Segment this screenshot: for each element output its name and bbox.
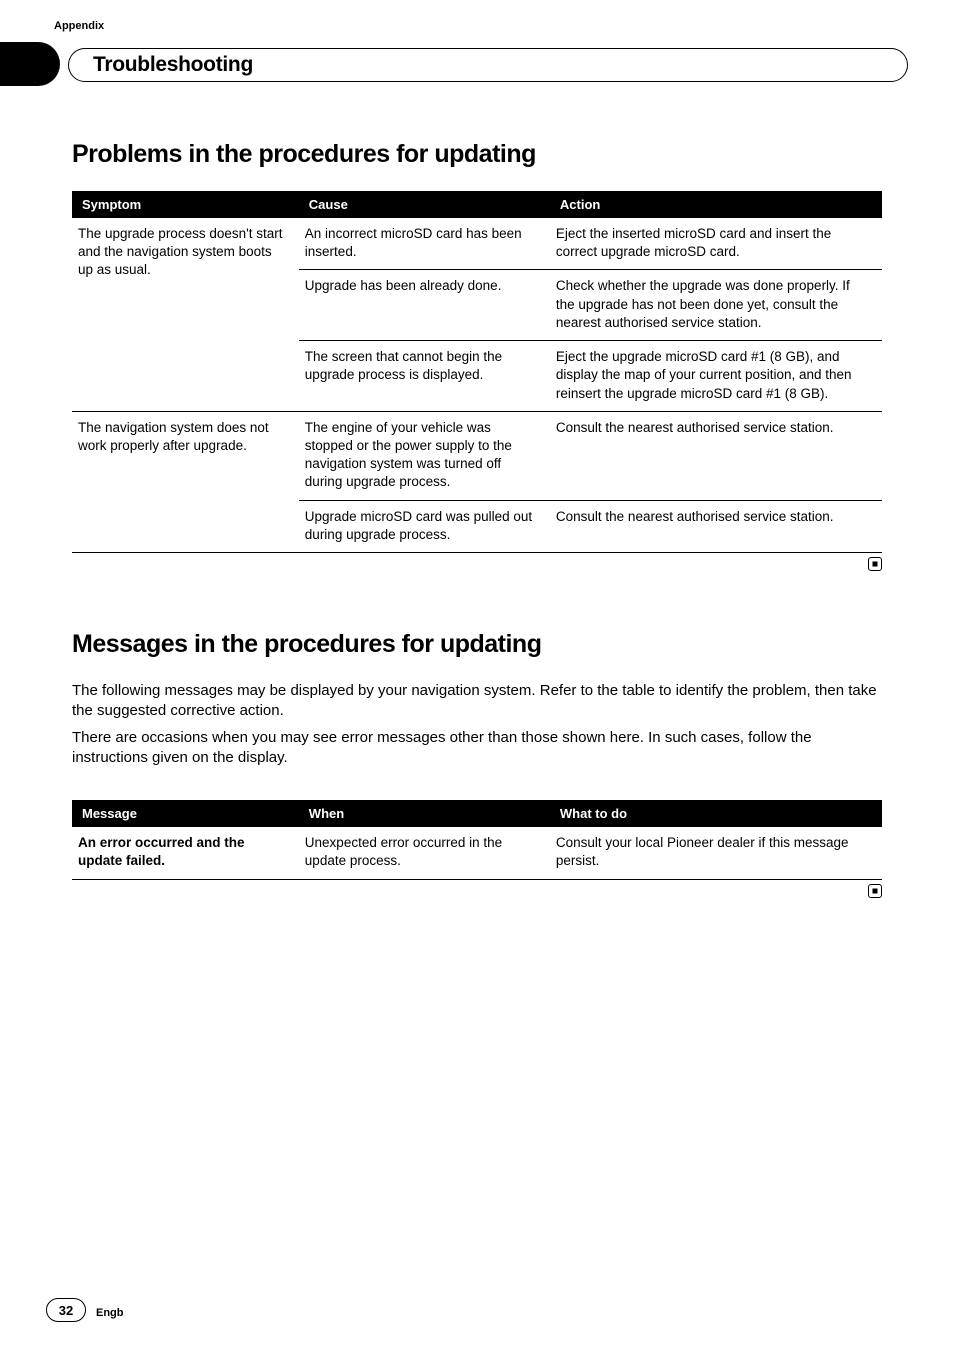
section-messages-title: Messages in the procedures for updating <box>72 630 882 659</box>
language-label: Engb <box>96 1307 124 1319</box>
col-when: When <box>299 800 550 827</box>
section-end-marker <box>72 884 882 901</box>
cell-symptom: The navigation system does not work prop… <box>72 411 299 552</box>
cell-cause: The screen that cannot begin the upgrade… <box>299 341 550 412</box>
section-problems-title: Problems in the procedures for updating <box>72 140 882 169</box>
page-number: 32 <box>46 1298 86 1322</box>
section-messages-intro-2: There are occasions when you may see err… <box>72 728 882 769</box>
page-content: Problems in the procedures for updating … <box>72 140 882 901</box>
col-what: What to do <box>550 800 882 827</box>
appendix-label: Appendix <box>54 20 104 32</box>
cell-cause: The engine of your vehicle was stopped o… <box>299 411 550 500</box>
cell-message: An error occurred and the update failed. <box>72 827 299 879</box>
chapter-title-capsule: Troubleshooting <box>68 48 908 82</box>
cell-action: Eject the inserted microSD card and inse… <box>550 218 882 270</box>
col-cause: Cause <box>299 191 550 218</box>
table-header-row: Message When What to do <box>72 800 882 827</box>
col-message: Message <box>72 800 299 827</box>
problems-table: Symptom Cause Action The upgrade process… <box>72 191 882 553</box>
cell-action: Check whether the upgrade was done prope… <box>550 270 882 341</box>
section-messages-intro-1: The following messages may be displayed … <box>72 681 882 722</box>
cell-action: Consult the nearest authorised service s… <box>550 411 882 500</box>
table-row: The navigation system does not work prop… <box>72 411 882 500</box>
col-action: Action <box>550 191 882 218</box>
page-footer: 32 Engb <box>46 1298 124 1322</box>
table-row: The upgrade process doesn't start and th… <box>72 218 882 270</box>
cell-symptom: The upgrade process doesn't start and th… <box>72 218 299 411</box>
chapter-title: Troubleshooting <box>93 53 253 77</box>
table-row: An error occurred and the update failed.… <box>72 827 882 879</box>
cell-cause: An incorrect microSD card has been inser… <box>299 218 550 270</box>
cell-cause: Upgrade microSD card was pulled out duri… <box>299 500 550 552</box>
table-header-row: Symptom Cause Action <box>72 191 882 218</box>
messages-table: Message When What to do An error occurre… <box>72 800 882 879</box>
cell-action: Eject the upgrade microSD card #1 (8 GB)… <box>550 341 882 412</box>
cell-what: Consult your local Pioneer dealer if thi… <box>550 827 882 879</box>
cell-when: Unexpected error occurred in the update … <box>299 827 550 879</box>
page-tab <box>0 42 60 86</box>
cell-cause: Upgrade has been already done. <box>299 270 550 341</box>
col-symptom: Symptom <box>72 191 299 218</box>
cell-action: Consult the nearest authorised service s… <box>550 500 882 552</box>
section-end-marker <box>72 557 882 574</box>
